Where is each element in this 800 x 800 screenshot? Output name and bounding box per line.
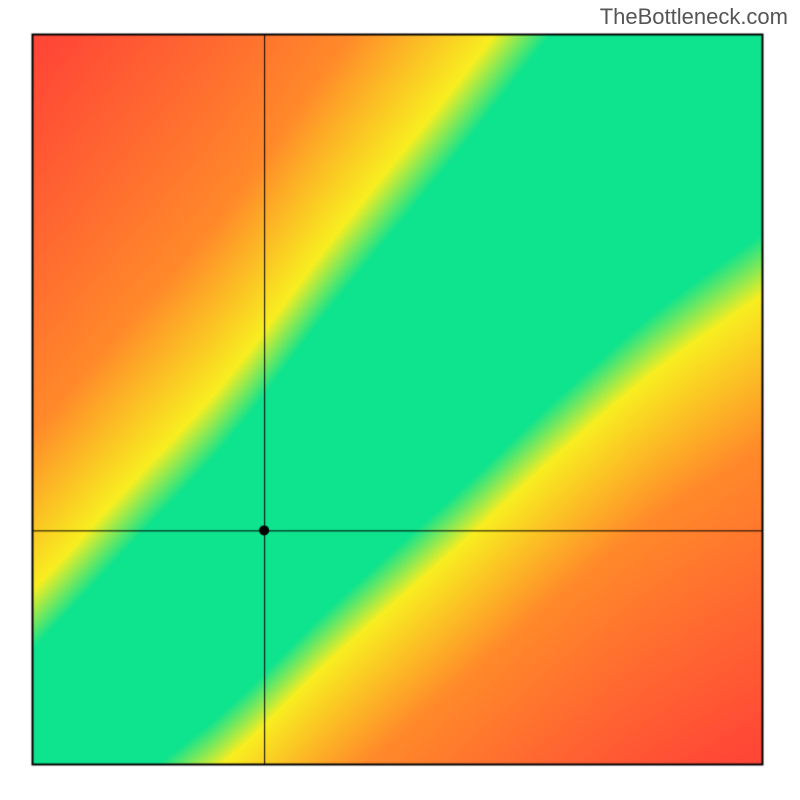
watermark-text: TheBottleneck.com: [600, 4, 788, 30]
heatmap-canvas: [0, 0, 800, 800]
bottleneck-heatmap-chart: TheBottleneck.com: [0, 0, 800, 800]
